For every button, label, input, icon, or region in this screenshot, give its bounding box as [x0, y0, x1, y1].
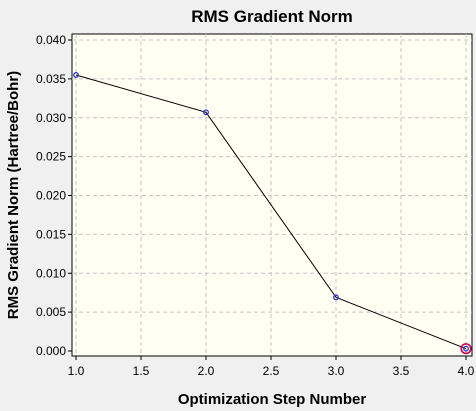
- y-tick-label: 0.005: [36, 305, 66, 319]
- y-axis-label: RMS Gradient Norm (Hartree/Bohr): [5, 71, 22, 319]
- x-tick-label: 2.5: [263, 364, 280, 378]
- y-tick-label: 0.035: [36, 72, 66, 86]
- x-tick-label: 2.0: [198, 364, 215, 378]
- chart-title: RMS Gradient Norm: [191, 7, 353, 26]
- data-point: [73, 72, 79, 78]
- series-line: [75, 74, 467, 350]
- y-tick-label: 0.040: [36, 33, 66, 47]
- y-tick-label: 0.030: [36, 111, 66, 125]
- highlight-ring: [460, 343, 472, 355]
- y-tick-label: 0.015: [36, 227, 66, 241]
- grid-lines: [72, 34, 472, 356]
- data-point: [463, 345, 469, 352]
- y-axis-ticks: 0.000 0.005 0.010 0.015 0.020 0.025 0.030 0.035…: [36, 33, 72, 358]
- x-tick-label: 3.5: [393, 364, 410, 378]
- y-tick-label: 0.025: [36, 150, 66, 164]
- x-tick-label: 1.0: [68, 364, 85, 378]
- series-rms-gradient: [73, 72, 472, 355]
- data-point: [203, 109, 209, 116]
- y-tick-label: 0.020: [36, 189, 66, 203]
- x-tick-label: 3.0: [328, 364, 345, 378]
- x-axis-label: Optimization Step Number: [178, 391, 367, 408]
- data-point: [333, 294, 339, 301]
- x-axis-ticks: 1.0 1.5 2.0 2.5 3.0 3.5 4.0: [68, 356, 475, 378]
- y-tick-label: 0.000: [36, 344, 66, 358]
- y-tick-label: 0.010: [36, 266, 66, 280]
- x-tick-label: 1.5: [133, 364, 150, 378]
- x-tick-label: 4.0: [458, 364, 475, 378]
